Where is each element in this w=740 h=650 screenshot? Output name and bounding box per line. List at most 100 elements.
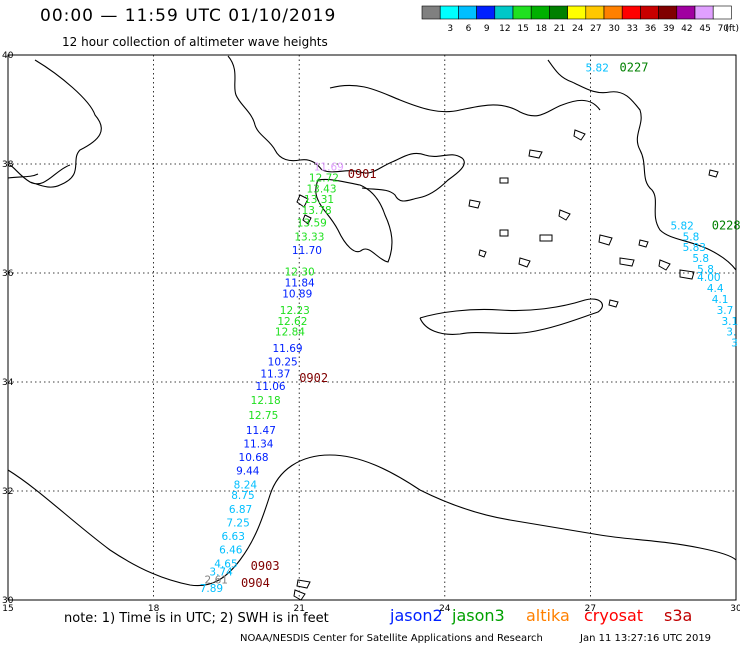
- albania-coast: [227, 55, 323, 171]
- wave-height-value: 3: [731, 338, 738, 350]
- lat-tick-label: 32: [2, 487, 13, 497]
- pass-time-label: 0227: [620, 60, 649, 74]
- generation-timestamp: Jan 11 13:27:16 UTC 2019: [580, 633, 712, 644]
- wave-height-value: 11.70: [292, 245, 322, 257]
- scale-tick-label: 42: [681, 24, 692, 34]
- lat-tick-label: 40: [2, 51, 14, 61]
- lon-tick-label: 18: [148, 604, 160, 614]
- scale-swatch: [712, 5, 732, 20]
- lon-tick-label: 27: [585, 604, 596, 614]
- wave-height-value: 12.30: [285, 267, 315, 279]
- satellite-altika: altika: [526, 606, 570, 625]
- libya-egypt-coast: [7, 454, 737, 587]
- wave-height-value: 11.69: [314, 162, 344, 174]
- crete-coast: [419, 298, 603, 335]
- wave-height-value: 11.37: [260, 369, 290, 381]
- wave-height-value: 11.06: [256, 381, 286, 393]
- wave-height-value: 12.23: [280, 305, 310, 317]
- map-frame: [7, 54, 737, 601]
- lat-tick-label: 36: [2, 269, 14, 279]
- scale-tick-label: 33: [627, 24, 638, 34]
- scale-tick-label: 9: [484, 24, 490, 34]
- units-note: note: 1) Time is in UTC; 2) SWH is in fe…: [64, 611, 329, 626]
- wave-height-value: 3.: [726, 327, 736, 339]
- wave-height-value: 8.75: [231, 490, 254, 502]
- wave-height-value: 3.74: [209, 566, 233, 578]
- color-scale-legend: 3 6 9 12 15 18 21 24 27 30 33 36 39 42 45 70(ft): [421, 5, 739, 34]
- map-subtitle: 12 hour collection of altimeter wave hei…: [62, 35, 328, 49]
- scale-tick-label: 70: [718, 24, 730, 34]
- wave-height-value: 11.34: [243, 438, 273, 450]
- wave-height-value: 13.31: [304, 194, 334, 206]
- wave-height-value: 5.83: [683, 242, 706, 254]
- scale-tick-label: 15: [517, 24, 528, 34]
- wave-height-value: 5.8: [692, 253, 709, 265]
- wave-height-value: 13.78: [302, 205, 332, 217]
- wave-height-value: 8.24: [234, 479, 258, 491]
- wave-height-value: 3.1: [721, 316, 738, 328]
- pass-time-label: 0904: [241, 576, 270, 590]
- scale-tick-label: 6: [466, 24, 472, 34]
- wave-height-value: 6.87: [229, 504, 252, 516]
- wave-height-value: 7.25: [226, 517, 249, 529]
- italy-coast: [9, 59, 102, 188]
- wave-height-value: 12.62: [277, 316, 307, 328]
- scale-tick-label: 18: [536, 24, 548, 34]
- lon-tick-label: 30: [730, 604, 740, 614]
- lon-tick-label: 24: [439, 604, 451, 614]
- wave-height-value: 11.47: [246, 425, 276, 437]
- sicily-coast: [7, 173, 39, 179]
- wave-height-value: 12.75: [248, 410, 278, 422]
- scale-tick-label: 27: [590, 24, 601, 34]
- wave-height-value: 12.84: [275, 327, 305, 339]
- wave-height-value: 10.25: [268, 357, 298, 369]
- wave-height-value: 4.1: [712, 294, 729, 306]
- lat-lon-grid: [8, 55, 736, 600]
- wave-height-value: 4.65: [214, 558, 237, 570]
- wave-height-value: 7.89: [200, 583, 223, 595]
- scale-tick-label: 45: [699, 24, 710, 34]
- satellite-cryosat: cryosat: [584, 606, 644, 625]
- islands: [293, 129, 719, 601]
- wave-height-value: 9.44: [236, 466, 260, 478]
- lat-tick-label: 30: [2, 596, 14, 606]
- scale-unit-label: (ft): [725, 24, 739, 34]
- wave-height-value: 2.61: [205, 575, 228, 587]
- wave-height-value: 12.72: [309, 172, 339, 184]
- wave-height-observations: 11.6912.7213.4313.3113.7813.5913.3311.70…: [200, 62, 738, 594]
- pass-time-label: 0901: [348, 167, 377, 181]
- peloponnese-coast: [315, 178, 393, 263]
- scale-tick-label: 30: [608, 24, 620, 34]
- wave-height-value: 13.43: [306, 183, 336, 195]
- wave-height-value: 10.89: [282, 289, 312, 301]
- scale-tick-label: 39: [663, 24, 675, 34]
- lon-tick-label: 15: [2, 604, 13, 614]
- pass-time-label: 0903: [251, 559, 280, 573]
- coastlines: [7, 55, 737, 587]
- wave-height-value: 10.68: [239, 452, 269, 464]
- satellite-jason3: jason3: [452, 606, 505, 625]
- satellite-s3a: s3a: [664, 606, 693, 625]
- wave-height-value: 3.7: [717, 305, 734, 317]
- map-title: 00:00 — 11:59 UTC 01/10/2019: [40, 6, 337, 26]
- wave-height-value: 12.18: [251, 395, 281, 407]
- wave-height-value: 5.8: [683, 231, 700, 243]
- pass-time-label: 0228: [712, 218, 740, 232]
- scale-tick-label: 36: [645, 24, 657, 34]
- scale-tick-label: 3: [447, 24, 453, 34]
- scale-tick-label: 24: [572, 24, 584, 34]
- wave-height-value: 5.82: [586, 62, 609, 74]
- wave-height-value: 13.59: [297, 218, 327, 230]
- wave-height-value: 4.4: [707, 283, 724, 295]
- macedonia-thrace-coast: [329, 84, 601, 117]
- lon-tick-label: 21: [293, 604, 304, 614]
- wave-height-value: 4.00: [697, 272, 720, 284]
- greece-coast: [321, 152, 465, 202]
- wave-height-value: 6.63: [222, 531, 245, 543]
- wave-height-value: 11.69: [273, 343, 303, 355]
- lat-tick-label: 38: [2, 160, 14, 170]
- wave-height-value: 13.33: [294, 231, 324, 243]
- credit-text: NOAA/NESDIS Center for Satellite Applica…: [240, 633, 543, 644]
- wave-height-value: 5.8: [697, 264, 714, 276]
